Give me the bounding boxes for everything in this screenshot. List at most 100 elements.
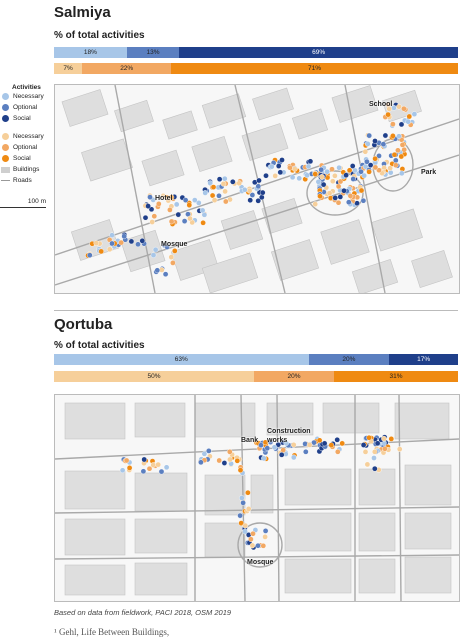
legend-swatch	[2, 93, 9, 100]
activity-dot	[405, 118, 412, 125]
activity-dot	[255, 198, 261, 204]
activity-dot	[396, 103, 402, 110]
activity-dot	[237, 512, 243, 519]
activity-dot	[255, 542, 261, 549]
activity-dot	[163, 464, 170, 471]
activity-dot	[263, 172, 269, 179]
activity-dot	[164, 244, 170, 250]
activity-dot	[222, 198, 229, 205]
activity-dot	[411, 111, 418, 117]
activity-dot	[388, 436, 395, 442]
activity-dot	[167, 207, 173, 213]
activity-dot	[226, 449, 233, 455]
activity-dot	[343, 172, 349, 178]
activity-dot	[332, 195, 339, 201]
activity-dot	[220, 181, 227, 187]
activity-dot	[364, 461, 371, 468]
activity-dot	[372, 138, 378, 144]
activity-dot	[142, 214, 149, 221]
activity-dot	[372, 164, 379, 171]
activity-dot	[392, 162, 399, 168]
activity-dot	[304, 172, 310, 179]
activity-dot	[371, 455, 377, 461]
activity-dot	[250, 530, 256, 537]
legend-label: Optional	[13, 144, 38, 151]
activity-dot	[168, 254, 175, 260]
activity-dot	[364, 158, 370, 165]
activity-dot	[346, 167, 353, 174]
activity-dot	[162, 271, 169, 277]
activity-dot	[271, 444, 278, 451]
activity-dot	[349, 163, 356, 169]
activity-dot	[296, 175, 302, 182]
activity-dot	[372, 155, 378, 162]
activity-dot	[170, 260, 176, 266]
activity-dot	[398, 170, 405, 177]
legend-label: Roads	[13, 177, 32, 184]
activity-dot	[280, 447, 286, 453]
activity-dot	[362, 449, 369, 455]
activity-dot	[201, 451, 208, 457]
activity-dot	[362, 148, 369, 155]
activity-dot	[401, 146, 408, 153]
activity-dot	[329, 178, 336, 184]
activity-dot	[268, 163, 275, 170]
activity-dot	[302, 449, 309, 455]
stacked-bar-qortuba-orange: 50% 20% 31%	[54, 371, 458, 382]
legend-label: Necessary	[13, 93, 44, 100]
activity-dot	[262, 439, 269, 446]
activity-dot	[191, 197, 198, 203]
activity-dot	[392, 157, 399, 164]
activity-dot	[151, 213, 158, 219]
activity-dot	[345, 199, 352, 205]
activity-dot	[246, 187, 253, 194]
activity-dot	[358, 168, 364, 175]
legend-label: Optional	[13, 104, 38, 111]
activity-dot	[182, 197, 189, 203]
activity-dot	[256, 177, 262, 184]
activity-dot	[337, 194, 344, 200]
activity-dot	[202, 190, 208, 196]
activity-dot	[396, 446, 403, 452]
activity-dot	[371, 465, 378, 472]
activity-dot	[366, 132, 373, 139]
activity-dot	[216, 176, 223, 182]
legend-item-orange-optional: Optional	[0, 142, 54, 153]
activity-dot	[173, 201, 180, 208]
activity-dot	[216, 457, 222, 464]
stacked-bar-salmiya-orange: 7% 22% 71%	[54, 63, 458, 74]
activity-dot	[306, 442, 313, 448]
bar-segment: 13%	[126, 47, 180, 58]
activity-dot	[336, 164, 342, 171]
activity-dot	[126, 465, 133, 471]
activity-dot	[264, 445, 271, 452]
activity-dot	[315, 179, 322, 185]
activity-dot	[141, 456, 147, 463]
legend-item-orange-necessary: Necessary	[0, 131, 54, 142]
activity-dot	[335, 183, 342, 190]
activity-dot	[390, 133, 396, 139]
map-salmiya: School Park Hotel Mosque	[54, 84, 460, 294]
activity-dot	[371, 449, 378, 455]
activity-dot	[258, 442, 264, 449]
legend-label: Social	[13, 155, 31, 162]
legend: Activities Necessary Optional Social Nec…	[0, 84, 54, 186]
map-label-mosque: Mosque	[161, 241, 188, 248]
activity-dot	[311, 439, 317, 446]
activity-dot	[307, 158, 314, 165]
activity-dot	[152, 246, 159, 253]
activity-dot	[326, 190, 333, 196]
activity-dot	[305, 163, 312, 170]
activity-dot	[119, 467, 126, 474]
activity-dot	[262, 528, 269, 534]
legend-item-blue-necessary: Necessary	[0, 91, 54, 102]
scale-bar: 100 m	[0, 198, 46, 208]
legend-label: Necessary	[13, 133, 44, 140]
activity-dot	[200, 219, 206, 226]
activity-dot	[272, 173, 278, 179]
activity-dot	[335, 199, 342, 206]
activity-dot	[334, 437, 341, 443]
activity-dot	[324, 168, 330, 175]
activity-dot	[376, 153, 382, 159]
activity-dot	[236, 180, 242, 186]
